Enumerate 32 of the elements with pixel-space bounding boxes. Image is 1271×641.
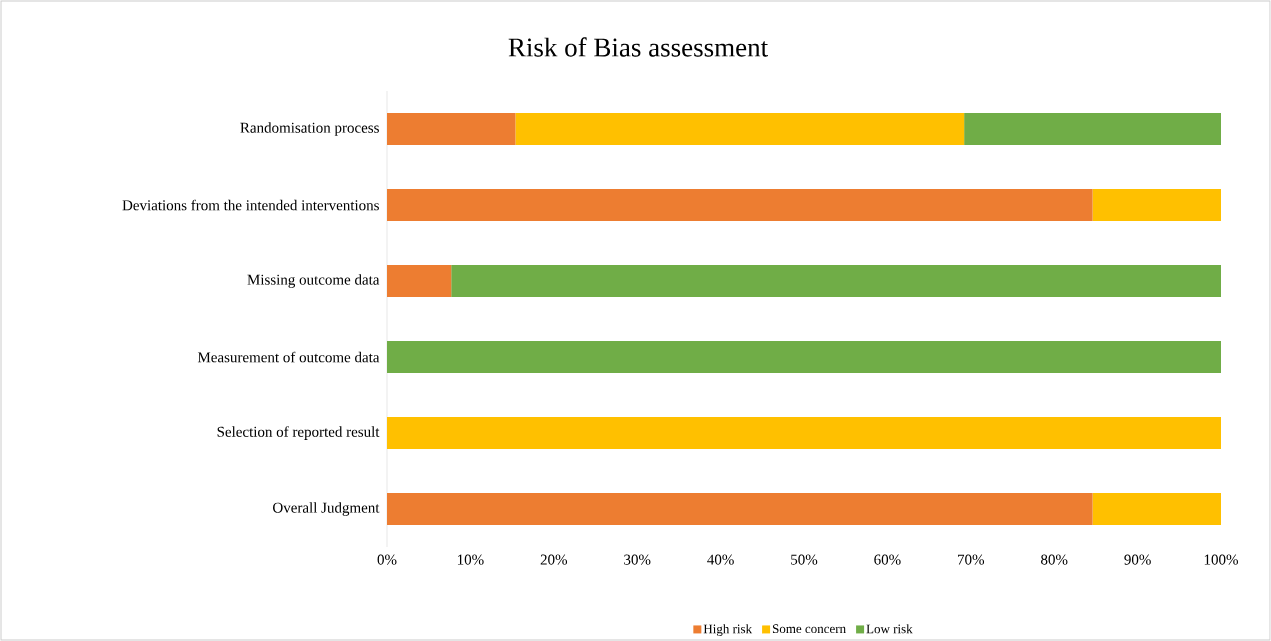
bar bbox=[964, 113, 1222, 146]
bar bbox=[387, 341, 1222, 374]
x-tick-label: 0% bbox=[377, 554, 397, 565]
legend-label: High risk bbox=[703, 624, 753, 636]
bar bbox=[387, 113, 516, 146]
x-tick-label: 100% bbox=[1204, 554, 1238, 565]
legend-label: Low risk bbox=[866, 624, 913, 634]
bar bbox=[1092, 493, 1222, 526]
y-tick-label: Selection of reported result bbox=[217, 426, 380, 440]
bar bbox=[387, 417, 1222, 450]
x-tick-label: 50% bbox=[791, 554, 818, 565]
bar bbox=[451, 265, 1222, 298]
x-tick-label: 30% bbox=[624, 554, 651, 565]
bar bbox=[515, 113, 965, 146]
y-tick-label: Deviations from the intended interventions bbox=[122, 199, 379, 211]
y-tick-label: Missing outcome data bbox=[247, 274, 380, 288]
bar bbox=[1092, 189, 1222, 222]
y-tick-label: Overall Judgment bbox=[273, 502, 380, 516]
x-tick-label: 40% bbox=[707, 554, 734, 565]
bar bbox=[387, 189, 1093, 222]
legend-label: Some concern bbox=[772, 624, 846, 634]
chart-title: Risk of Bias assessment bbox=[508, 37, 768, 57]
bar bbox=[387, 493, 1093, 526]
x-tick-label: 60% bbox=[874, 554, 901, 565]
y-tick-label: Measurement of outcome data bbox=[197, 351, 380, 363]
x-tick-label: 90% bbox=[1124, 554, 1151, 565]
x-tick-label: 70% bbox=[958, 554, 985, 565]
bar bbox=[387, 265, 452, 298]
y-tick-label: Randomisation process bbox=[240, 122, 379, 136]
x-tick-label: 20% bbox=[540, 554, 568, 565]
x-tick-label: 10% bbox=[457, 554, 484, 565]
x-tick-label: 80% bbox=[1041, 554, 1068, 565]
